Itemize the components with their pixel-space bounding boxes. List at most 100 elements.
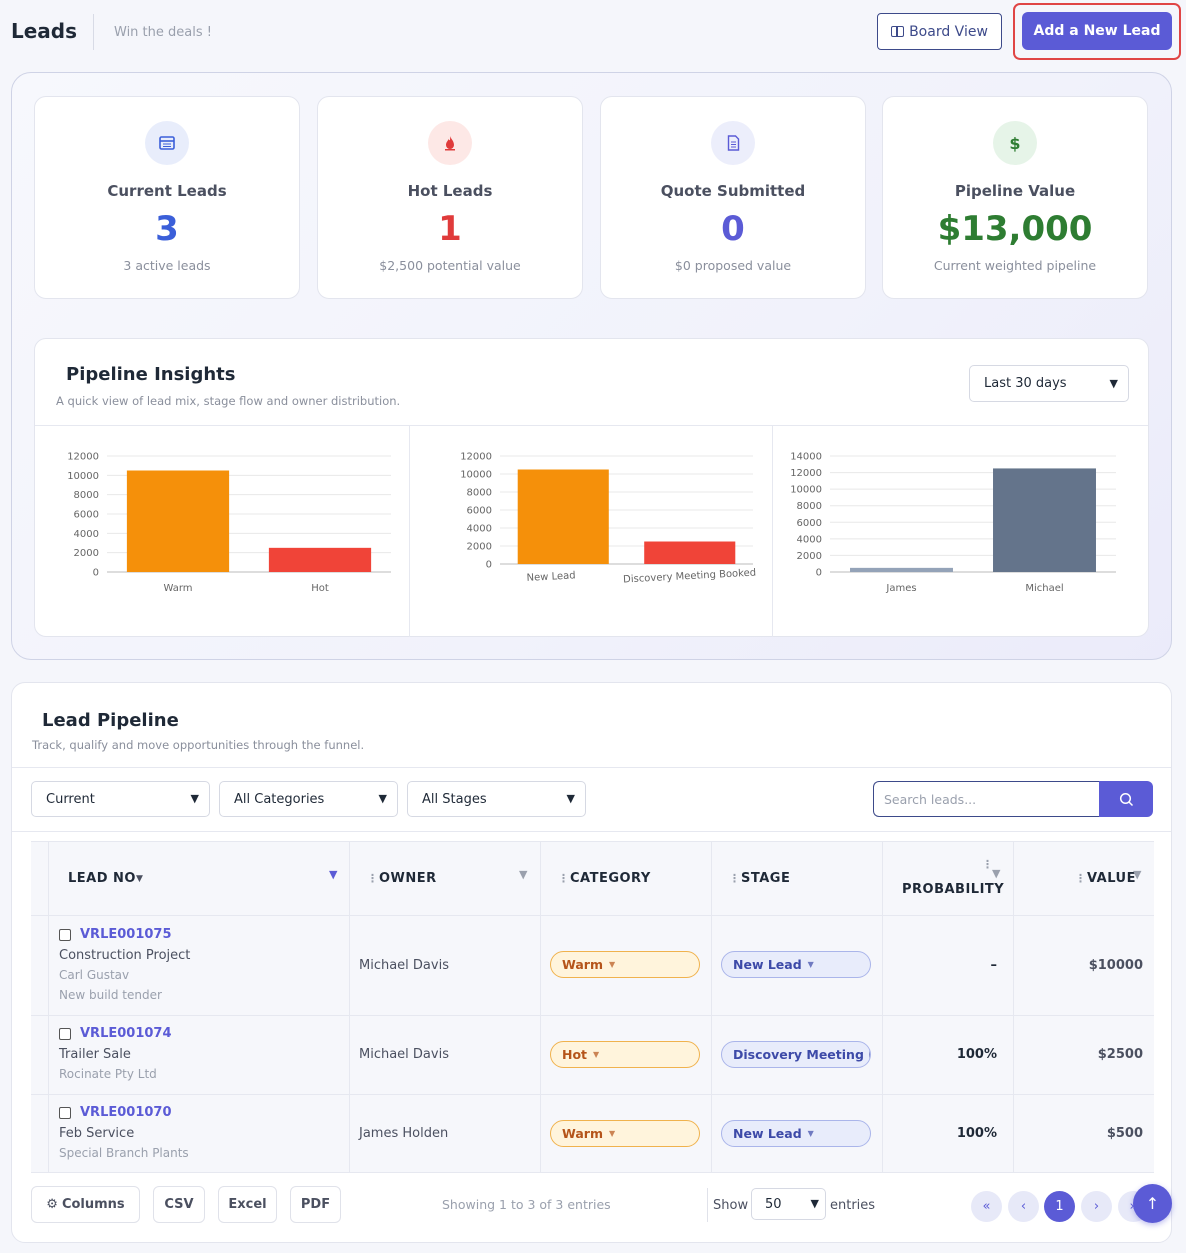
document-icon xyxy=(711,121,755,165)
kpi-value: 3 xyxy=(155,209,179,249)
stage-pill[interactable]: New Lead ▼ xyxy=(721,951,871,978)
entries-label: entries xyxy=(830,1198,876,1213)
lead-owner: James Holden xyxy=(359,1126,449,1141)
next-page-icon[interactable]: › xyxy=(1081,1191,1112,1222)
lead-pipeline-card: Lead Pipeline Track, qualify and move op… xyxy=(11,682,1172,1243)
pipeline-title: Lead Pipeline xyxy=(42,710,179,731)
column-header-stage[interactable]: ⋮ STAGE xyxy=(711,842,882,917)
lead-number-link[interactable]: VRLE001070 xyxy=(80,1105,172,1120)
previous-page-icon[interactable]: ‹ xyxy=(1008,1191,1039,1222)
column-label: STAGE xyxy=(741,871,791,886)
category-value: Warm xyxy=(562,1126,603,1141)
leads-table: LEAD NO ▼ ▼ ⋮ OWNER ▼ ⋮ CATEGORY ⋮ STAGE… xyxy=(31,841,1154,1173)
category-pill[interactable]: Hot ▼ xyxy=(550,1041,700,1068)
row-checkbox[interactable] xyxy=(59,929,71,941)
status-filter-select[interactable]: Current ▼ xyxy=(31,781,210,817)
chart-bar xyxy=(268,547,372,572)
drag-handle-icon[interactable]: ⋮ xyxy=(1075,872,1087,885)
date-range-value: Last 30 days xyxy=(984,376,1067,391)
lead-title: Trailer Sale xyxy=(59,1047,131,1062)
lead-value: $500 xyxy=(1106,1126,1143,1141)
kpi-subtext: $2,500 potential value xyxy=(379,258,521,273)
x-tick-label: Warm xyxy=(163,583,192,594)
category-filter-select[interactable]: All Categories ▼ xyxy=(219,781,398,817)
table-row[interactable]: VRLE001075 Construction Project Carl Gus… xyxy=(31,916,1154,1016)
date-range-select[interactable]: Last 30 days ▼ xyxy=(969,365,1129,402)
category-value: Hot xyxy=(562,1047,588,1062)
x-tick-label: Discovery Meeting Booked xyxy=(623,568,757,586)
dollar-icon: $ xyxy=(993,121,1037,165)
add-new-lead-button[interactable]: Add a New Lead xyxy=(1022,12,1172,50)
drag-handle-icon[interactable]: ⋮ xyxy=(367,872,379,885)
stage-value: Discovery Meeting Booked xyxy=(733,1047,870,1062)
board-view-button[interactable]: Board View xyxy=(877,13,1002,50)
fire-icon xyxy=(428,121,472,165)
page-button[interactable]: 1 xyxy=(1044,1191,1075,1222)
lead-contact: Carl Gustav xyxy=(59,968,130,982)
kpi-label: Current Leads xyxy=(107,182,227,200)
show-label: Show xyxy=(713,1198,749,1213)
category-value: Warm xyxy=(562,957,603,972)
column-label: VALUE xyxy=(1087,871,1136,886)
excel-export-button[interactable]: Excel xyxy=(218,1186,277,1223)
search-icon xyxy=(1119,792,1133,806)
lead-title: Construction Project xyxy=(59,948,191,963)
stage-filter-value: All Stages xyxy=(422,791,487,807)
first-page-icon[interactable]: « xyxy=(971,1191,1002,1222)
category-pill[interactable]: Warm ▼ xyxy=(550,951,700,978)
drag-handle-icon[interactable]: ⋮ xyxy=(982,858,994,871)
table-info: Showing 1 to 3 of 3 entries xyxy=(442,1197,611,1212)
page-length-select[interactable]: 50 ▼ xyxy=(751,1188,826,1220)
board-icon xyxy=(891,26,905,37)
category-pill[interactable]: Warm ▼ xyxy=(550,1120,700,1147)
column-header-owner[interactable]: ⋮ OWNER ▼ xyxy=(349,842,540,917)
csv-export-button[interactable]: CSV xyxy=(153,1186,205,1223)
kpi-value: 1 xyxy=(438,209,462,249)
stage-pill[interactable]: New Lead ▼ xyxy=(721,1120,871,1147)
filter-icon[interactable]: ▼ xyxy=(519,868,528,881)
kpi-card-pipeline-value: $ Pipeline Value $13,000 Current weighte… xyxy=(882,96,1148,299)
column-header-lead-no[interactable]: LEAD NO ▼ ▼ xyxy=(31,842,349,917)
column-label: OWNER xyxy=(379,871,437,886)
column-header-value[interactable]: ⋮ VALUE ▼ xyxy=(1013,842,1154,917)
scroll-to-top-icon[interactable]: ↑ xyxy=(1133,1184,1172,1223)
caret-down-icon: ▼ xyxy=(608,1129,616,1138)
lead-number-link[interactable]: VRLE001075 xyxy=(80,927,172,942)
lead-number-link[interactable]: VRLE001074 xyxy=(80,1026,172,1041)
pipeline-subtitle: Track, qualify and move opportunities th… xyxy=(32,738,365,752)
column-header-category[interactable]: ⋮ CATEGORY xyxy=(540,842,711,917)
y-tick-label: 4000 xyxy=(797,534,822,545)
stage-filter-select[interactable]: All Stages ▼ xyxy=(407,781,586,817)
y-tick-label: 12000 xyxy=(460,452,492,463)
chart-lead-category: 0 2000 4000 6000 8000 10000 12000 Warm Hot xyxy=(67,452,391,594)
stage-pill[interactable]: Discovery Meeting Booked xyxy=(721,1041,871,1068)
row-checkbox[interactable] xyxy=(59,1028,71,1040)
board-view-label: Board View xyxy=(909,23,988,40)
caret-down-icon: ▼ xyxy=(807,960,814,969)
filter-icon[interactable]: ▼ xyxy=(329,868,338,881)
insights-title: Pipeline Insights xyxy=(66,364,236,385)
chevron-down-icon: ▼ xyxy=(566,792,575,805)
search-button[interactable] xyxy=(1099,781,1153,817)
kpi-card-current-leads: Current Leads 3 3 active leads xyxy=(34,96,300,299)
drag-handle-icon[interactable]: ⋮ xyxy=(558,872,570,885)
calendar-icon xyxy=(145,121,189,165)
column-header-probability[interactable]: ⋮ ▼ PROBABILITY xyxy=(882,842,1013,917)
table-row[interactable]: VRLE001074 Trailer Sale Rocinate Pty Ltd… xyxy=(31,1016,1154,1095)
y-tick-label: 2000 xyxy=(797,551,822,562)
columns-button[interactable]: ⚙ Columns xyxy=(31,1186,140,1223)
kpi-value: 0 xyxy=(721,209,745,249)
pdf-export-button[interactable]: PDF xyxy=(290,1186,341,1223)
kpi-subtext: 3 active leads xyxy=(123,258,211,273)
lead-contact: Rocinate Pty Ltd xyxy=(59,1067,157,1081)
kpi-subtext: Current weighted pipeline xyxy=(933,258,1097,273)
filter-icon[interactable]: ▼ xyxy=(1133,868,1142,881)
row-checkbox[interactable] xyxy=(59,1107,71,1119)
filter-icon[interactable]: ▼ xyxy=(992,867,1001,880)
gear-icon: ⚙ xyxy=(46,1197,58,1212)
chevron-down-icon: ▼ xyxy=(1109,377,1118,390)
drag-handle-icon[interactable]: ⋮ xyxy=(729,872,741,885)
footer-divider xyxy=(707,1188,708,1222)
search-input[interactable] xyxy=(873,781,1099,817)
table-row[interactable]: VRLE001070 Feb Service Special Branch Pl… xyxy=(31,1095,1154,1173)
